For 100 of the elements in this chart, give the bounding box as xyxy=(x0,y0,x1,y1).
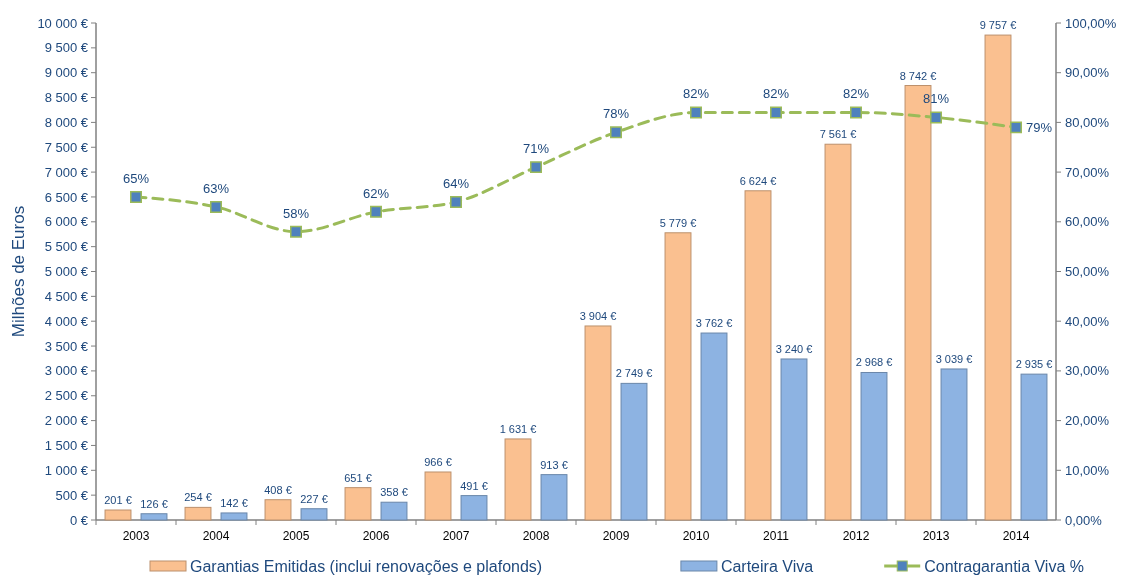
bar xyxy=(584,325,612,521)
x-tick-label: 2014 xyxy=(1002,529,1030,543)
point xyxy=(370,205,382,218)
data-label: 491 € xyxy=(460,479,488,492)
legend-label: Garantias Emitidas (inclui renovações e plafonds) xyxy=(190,558,543,575)
data-label: 1 631 € xyxy=(499,422,537,435)
data-label: 3 904 € xyxy=(579,309,617,322)
x-tick-label: 2009 xyxy=(602,529,630,543)
point xyxy=(610,126,622,139)
bar xyxy=(220,512,248,521)
y-tick-label: 7 000 € xyxy=(44,164,89,180)
data-label: 142 € xyxy=(220,496,248,509)
bar xyxy=(460,495,488,521)
x-tick-label: 2007 xyxy=(442,529,470,543)
point xyxy=(450,195,462,208)
y-tick-label: 4 000 € xyxy=(44,313,89,329)
y-tick-label: 1 500 € xyxy=(44,438,89,453)
x-tick-label: 2013 xyxy=(922,529,950,543)
point xyxy=(770,106,782,119)
data-label: 3 240 € xyxy=(775,342,813,355)
y-tick-label: 9 000 € xyxy=(44,65,89,81)
y2-tick-label: 60,00% xyxy=(1065,214,1110,230)
y-tick-label: 500 € xyxy=(55,487,89,503)
y-tick-label: 5 500 € xyxy=(44,239,89,255)
bar xyxy=(780,358,808,521)
y2-tick-label: 10,00% xyxy=(1065,462,1110,478)
point xyxy=(690,106,702,119)
data-label: 82% xyxy=(682,86,710,102)
bar xyxy=(300,508,328,521)
x-tick-label: 2004 xyxy=(202,529,230,543)
data-label: 62% xyxy=(362,185,390,201)
point xyxy=(290,225,302,238)
point xyxy=(210,200,222,213)
y-tick-label: 2 500 € xyxy=(44,388,89,404)
x-tick-label: 2006 xyxy=(362,529,390,543)
data-label: 408 € xyxy=(264,483,292,496)
y-tick-label: 2 000 € xyxy=(44,413,89,429)
bar xyxy=(264,499,292,521)
legend-label: Carteira Viva xyxy=(720,558,814,575)
x-tick-label: 2010 xyxy=(682,529,710,543)
bar xyxy=(504,438,532,521)
data-label: 7 561 € xyxy=(819,128,857,141)
x-tick-label: 2003 xyxy=(122,529,150,543)
data-label: 9 757 € xyxy=(979,19,1017,32)
data-label: 6 624 € xyxy=(739,174,777,187)
y2-tick-label: 30,00% xyxy=(1065,363,1110,379)
bar xyxy=(860,371,888,521)
x-tick-label: 2011 xyxy=(763,529,790,543)
point xyxy=(850,106,862,119)
bar xyxy=(744,190,772,521)
bar xyxy=(620,382,648,521)
x-tick-label: 2005 xyxy=(282,529,310,543)
bar xyxy=(104,509,132,521)
data-label: 2 749 € xyxy=(615,367,653,380)
data-label: 227 € xyxy=(300,492,328,505)
data-label: 913 € xyxy=(540,458,568,471)
bar xyxy=(984,34,1012,521)
y2-tick-label: 50,00% xyxy=(1065,264,1110,280)
y-tick-label: 3 000 € xyxy=(44,363,89,379)
data-label: 63% xyxy=(202,180,230,196)
y-tick-label: 10 000 € xyxy=(37,15,89,31)
data-label: 64% xyxy=(442,175,470,191)
point xyxy=(530,161,542,174)
data-label: 2 968 € xyxy=(855,356,893,369)
data-label: 3 762 € xyxy=(695,317,733,330)
bar xyxy=(344,487,372,521)
y-tick-label: 4 500 € xyxy=(44,288,89,304)
bar xyxy=(184,506,212,521)
y-tick-label: 1 000 € xyxy=(44,462,89,478)
bar xyxy=(664,232,692,521)
y2-tick-label: 40,00% xyxy=(1065,313,1110,329)
point xyxy=(1010,121,1022,134)
data-label: 82% xyxy=(762,86,790,102)
y-tick-label: 6 000 € xyxy=(44,214,89,230)
y-tick-label: 3 500 € xyxy=(44,338,89,354)
data-label: 5 779 € xyxy=(659,216,697,229)
y2-tick-label: 80,00% xyxy=(1065,114,1110,130)
bar xyxy=(700,332,728,521)
y-tick-label: 7 500 € xyxy=(44,139,89,155)
data-label: 2 935 € xyxy=(1015,358,1053,371)
point xyxy=(930,111,942,124)
data-label: 358 € xyxy=(380,486,408,499)
data-label: 71% xyxy=(522,141,550,157)
bar xyxy=(824,143,852,521)
legend-label: Contragarantia Viva % xyxy=(924,558,1084,575)
y-tick-label: 6 500 € xyxy=(44,189,89,205)
data-label: 65% xyxy=(122,170,150,186)
data-label: 651 € xyxy=(344,471,372,484)
y-tick-label: 8 500 € xyxy=(44,90,89,106)
x-tick-label: 2012 xyxy=(842,529,870,543)
y-axis-title: Milhões de Euros xyxy=(9,205,28,338)
y-tick-label: 5 000 € xyxy=(44,264,89,280)
data-label: 3 039 € xyxy=(935,352,973,365)
data-label: 254 € xyxy=(184,491,212,504)
bar xyxy=(1020,373,1048,521)
y2-tick-label: 100,00% xyxy=(1065,15,1117,31)
y-tick-label: 8 000 € xyxy=(44,114,89,130)
y2-tick-label: 90,00% xyxy=(1065,65,1110,81)
y-tick-label: 9 500 € xyxy=(44,40,89,56)
data-label: 201 € xyxy=(104,494,132,507)
